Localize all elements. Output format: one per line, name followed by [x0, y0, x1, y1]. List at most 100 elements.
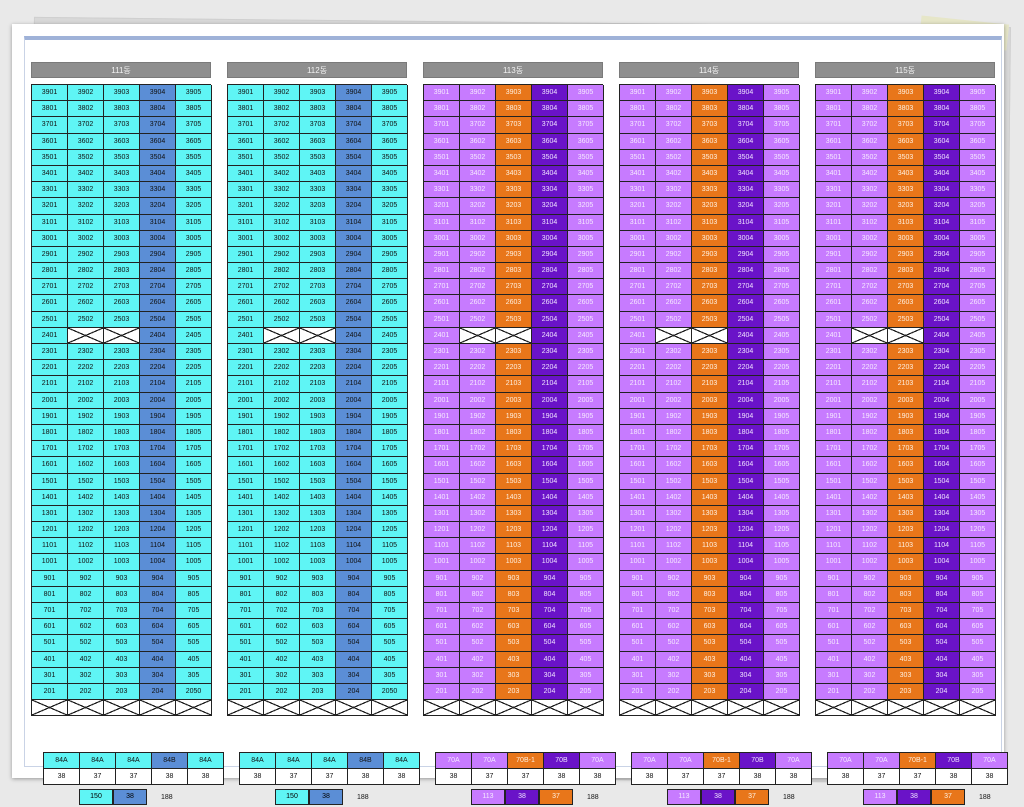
unit-cell: 203: [692, 683, 728, 701]
empty-unit-cell: [336, 700, 372, 717]
unit-cell: 801: [620, 586, 656, 603]
unit-cell: 3602: [852, 133, 888, 150]
unit-cell: 1803: [104, 424, 140, 442]
unit-cell: 1702: [656, 441, 692, 458]
unit-cell: 2904: [140, 246, 176, 264]
unit-cell: 1603: [300, 457, 336, 474]
unit-cell: 1003: [104, 554, 140, 571]
unit-cell: 2405: [176, 327, 212, 344]
unit-cell: 1001: [620, 554, 656, 571]
unit-cell: 3601: [32, 133, 68, 150]
unit-cell: 1005: [960, 554, 996, 571]
unit-cell: 2102: [264, 376, 300, 393]
unit-cell: 2705: [372, 279, 408, 296]
unit-cell: 2905: [568, 246, 604, 264]
unit-cell: 1103: [496, 538, 532, 555]
unit-cell: 3504: [336, 149, 372, 166]
unit-cell: 1201: [228, 522, 264, 539]
unit-cell: 3401: [228, 165, 264, 183]
empty-unit-cell: [104, 327, 140, 344]
unit-cell: 3501: [424, 149, 460, 166]
unit-cell: 3305: [764, 182, 800, 199]
unit-cell: 1805: [764, 424, 800, 442]
unit-cell: 3002: [68, 230, 104, 247]
unit-cell: 1804: [532, 424, 568, 442]
unit-cell: 2103: [104, 376, 140, 393]
unit-cell: 3504: [532, 149, 568, 166]
unit-cell: 901: [228, 570, 264, 587]
unit-cell: 3303: [888, 182, 924, 199]
unit-cell: 2204: [336, 360, 372, 377]
unit-cell: 2204: [140, 360, 176, 377]
unit-cell: 305: [568, 667, 604, 684]
unit-cell: 1602: [852, 457, 888, 474]
unit-cell: 1305: [372, 505, 408, 523]
unit-cell: 801: [32, 586, 68, 603]
unit-cell: 1103: [692, 538, 728, 555]
unit-cell: 3403: [496, 165, 532, 183]
unit-cell: 1202: [852, 522, 888, 539]
unit-cell: 1102: [656, 538, 692, 555]
unit-cell: 702: [656, 603, 692, 620]
unit-cell: 2604: [728, 295, 764, 312]
unit-cell: 2004: [924, 392, 960, 409]
unit-cell: 2903: [300, 246, 336, 264]
unit-cell: 3301: [620, 182, 656, 199]
unit-cell: 3402: [852, 165, 888, 183]
empty-unit-cell: [228, 700, 264, 717]
unit-cell: 1505: [960, 473, 996, 490]
unit-cell: 1901: [228, 408, 264, 425]
unit-cell: 604: [728, 619, 764, 636]
unit-cell: 3505: [568, 149, 604, 166]
unit-cell: 301: [32, 667, 68, 684]
unit-count-cell: 37: [116, 769, 152, 785]
unit-cell: 3902: [264, 85, 300, 102]
unit-cell: 3603: [888, 133, 924, 150]
unit-cell: 2605: [568, 295, 604, 312]
unit-cell: 204: [336, 683, 372, 701]
unit-cell: 2803: [496, 263, 532, 280]
unit-cell: 1803: [496, 424, 532, 442]
unit-cell: 3105: [176, 214, 212, 231]
unit-cell: 3104: [728, 214, 764, 231]
unit-cell: 1105: [960, 538, 996, 555]
unit-cell: 604: [140, 619, 176, 636]
unit-cell: 603: [300, 619, 336, 636]
summary-count-box: 38: [113, 789, 147, 805]
unit-cell: 803: [888, 586, 924, 603]
unit-cell: 3002: [656, 230, 692, 247]
unit-cell: 3001: [620, 230, 656, 247]
summary-total: 188: [161, 793, 173, 801]
unit-cell: 1101: [424, 538, 460, 555]
unit-cell: 1004: [336, 554, 372, 571]
building-3: 113동 3901 3902 3903 3904 3905 3801 3802 3803 3804…: [423, 62, 604, 717]
unit-type-cell: 84A: [80, 753, 116, 769]
unit-cell: 3105: [764, 214, 800, 231]
unit-cell: 3303: [300, 182, 336, 199]
unit-cell: 305: [960, 667, 996, 684]
unit-cell: 1405: [372, 489, 408, 506]
unit-count-cell: 38: [632, 769, 668, 785]
unit-cell: 3005: [764, 230, 800, 247]
unit-cell: 2903: [496, 246, 532, 264]
unit-cell: 2002: [852, 392, 888, 409]
unit-cell: 3402: [656, 165, 692, 183]
unit-cell: 2704: [140, 279, 176, 296]
unit-cell: 2301: [424, 344, 460, 361]
empty-unit-cell: [620, 700, 656, 717]
unit-cell: 901: [816, 570, 852, 587]
unit-cell: 2201: [32, 360, 68, 377]
unit-type-table: 84A 84A 84A 84B 84A 38 37 37 38 38: [43, 752, 224, 785]
unit-cell: 1302: [656, 505, 692, 523]
unit-cell: 1904: [924, 408, 960, 425]
unit-cell: 2904: [336, 246, 372, 264]
unit-cell: 3503: [300, 149, 336, 166]
unit-cell: 3505: [960, 149, 996, 166]
unit-cell: 605: [176, 619, 212, 636]
unit-cell: 603: [888, 619, 924, 636]
unit-cell: 2801: [424, 263, 460, 280]
unit-cell: 1103: [888, 538, 924, 555]
unit-cell: 3605: [568, 133, 604, 150]
unit-cell: 305: [764, 667, 800, 684]
unit-cell: 3302: [264, 182, 300, 199]
